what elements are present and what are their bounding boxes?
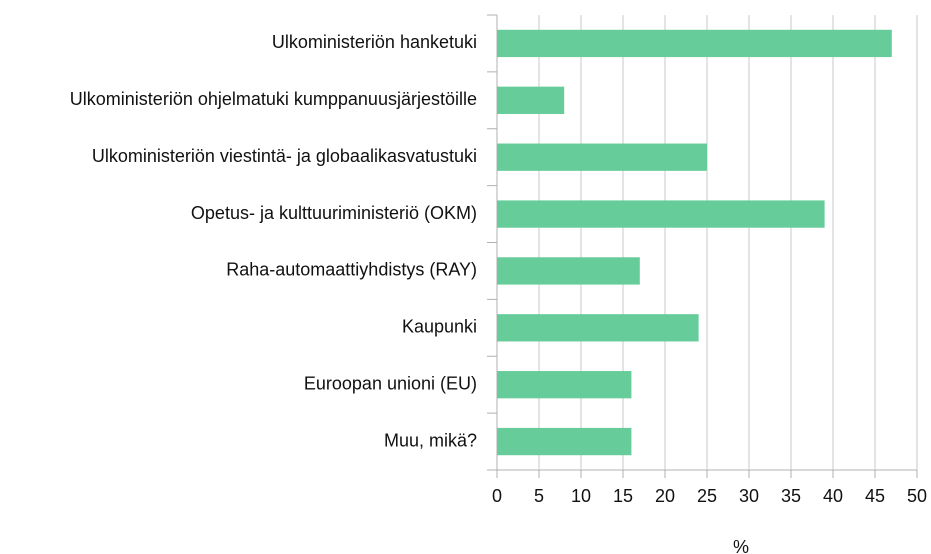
x-tick-label: 20 xyxy=(655,486,675,506)
x-tick-label: 0 xyxy=(492,486,502,506)
x-tick-label: 45 xyxy=(865,486,885,506)
x-tick-label: 15 xyxy=(613,486,633,506)
x-axis-label: % xyxy=(733,537,749,554)
bar xyxy=(497,143,707,171)
x-tick-label: 40 xyxy=(823,486,843,506)
y-tick-label: Euroopan unioni (EU) xyxy=(304,373,477,393)
bar xyxy=(497,200,825,228)
x-tick-label: 5 xyxy=(534,486,544,506)
x-tick-label: 50 xyxy=(907,486,927,506)
y-tick-label: Ulkoministeriön viestintä- ja globaalika… xyxy=(92,146,477,166)
bar xyxy=(497,257,640,285)
y-tick-label: Raha-automaattiyhdistys (RAY) xyxy=(226,260,477,280)
y-tick-label: Opetus- ja kulttuuriministeriö (OKM) xyxy=(191,203,477,223)
y-tick-label: Ulkoministeriön ohjelmatuki kumppanuusjä… xyxy=(70,89,477,109)
y-tick-label: Kaupunki xyxy=(402,317,477,337)
bar xyxy=(497,86,565,114)
x-tick-label: 30 xyxy=(739,486,759,506)
bar xyxy=(497,427,632,456)
bar xyxy=(497,314,699,342)
y-tick-label: Ulkoministeriön hanketuki xyxy=(272,32,477,52)
bar xyxy=(497,29,892,58)
bar xyxy=(497,371,632,399)
x-tick-label: 25 xyxy=(697,486,717,506)
x-tick-label: 35 xyxy=(781,486,801,506)
x-tick-label: 10 xyxy=(571,486,591,506)
y-tick-label: Muu, mikä? xyxy=(384,430,477,450)
